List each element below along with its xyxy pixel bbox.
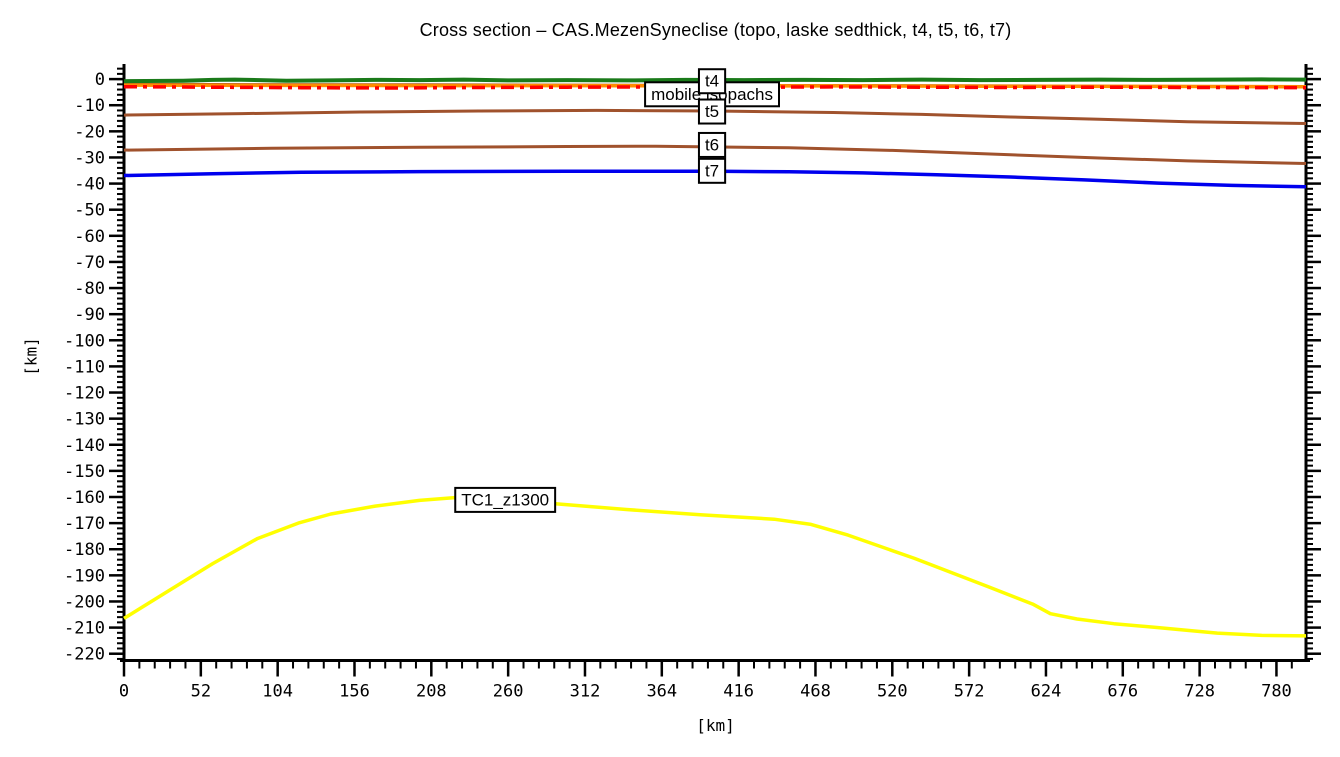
x-tick-label: 364 bbox=[646, 682, 677, 702]
x-tick-label: 312 bbox=[570, 682, 601, 702]
series-mobile-isopachs bbox=[123, 84, 1307, 90]
series-topo bbox=[123, 77, 1307, 84]
curve-label-text: t4 bbox=[705, 72, 719, 91]
x-tick-label: 208 bbox=[416, 682, 447, 702]
y-tick-label: -130 bbox=[64, 410, 105, 430]
y-tick-label: -10 bbox=[74, 96, 105, 116]
y-tick-label: -220 bbox=[64, 645, 105, 665]
curve-label-box bbox=[697, 131, 727, 158]
y-tick-label: -170 bbox=[64, 514, 105, 534]
x-tick-label: 260 bbox=[493, 682, 524, 702]
x-tick-label: 104 bbox=[262, 682, 293, 702]
y-tick-label: -20 bbox=[74, 122, 105, 142]
y-tick-label: -40 bbox=[74, 175, 105, 195]
y-tick-label: -60 bbox=[74, 227, 105, 247]
x-tick-label: 52 bbox=[191, 682, 211, 702]
series-t7 bbox=[123, 169, 1307, 189]
x-tick-label: 156 bbox=[339, 682, 370, 702]
curve-label-box bbox=[697, 68, 727, 95]
x-axis-title: [km] bbox=[696, 716, 735, 735]
y-tick-label: -190 bbox=[64, 566, 105, 586]
curve-label-box bbox=[697, 98, 727, 125]
series-t5 bbox=[123, 108, 1307, 125]
curve-label-text: t6 bbox=[705, 135, 719, 154]
curve-label-text: TC1_z1300 bbox=[461, 490, 549, 509]
curve-label-tc1-z1300: TC1_z1300 bbox=[454, 486, 557, 513]
curve-label-t7: t7 bbox=[697, 157, 727, 184]
y-tick-label: -160 bbox=[64, 488, 105, 508]
x-axis: 0 52 104 156 208 260 312 364 416 468 520 572 624 676 7… bbox=[119, 660, 1293, 702]
x-tick-label: 468 bbox=[800, 682, 831, 702]
y-tick-label: -50 bbox=[74, 201, 105, 221]
curve-label-text: t7 bbox=[705, 161, 719, 180]
y-tick-label: -210 bbox=[64, 619, 105, 639]
series-tc1-z1300 bbox=[123, 495, 1307, 638]
y-tick-label: -140 bbox=[64, 436, 105, 456]
y-tick-label: -200 bbox=[64, 592, 105, 612]
y-tick-label: -150 bbox=[64, 462, 105, 482]
x-tick-label: 416 bbox=[723, 682, 754, 702]
x-tick-label: 780 bbox=[1261, 682, 1292, 702]
y-tick-label: -180 bbox=[64, 540, 105, 560]
x-tick-label: 572 bbox=[954, 682, 985, 702]
curve-label-t4: t4 bbox=[697, 68, 727, 95]
y-tick-label: -30 bbox=[74, 148, 105, 168]
curve-label-box bbox=[454, 486, 557, 513]
curve-label-box bbox=[697, 157, 727, 184]
curve-label-text: t5 bbox=[705, 102, 719, 121]
x-tick-label: 728 bbox=[1184, 682, 1215, 702]
y-tick-label: 0 bbox=[95, 70, 105, 90]
curve-label-t6: t6 bbox=[697, 131, 727, 158]
chart-title: Cross section – CAS.MezenSyneclise (topo… bbox=[419, 20, 1012, 40]
curve-label-text: mobile isopachs bbox=[651, 85, 773, 104]
y-tick-label: -80 bbox=[74, 279, 105, 299]
y-tick-label: -70 bbox=[74, 253, 105, 273]
x-tick-label: 0 bbox=[119, 682, 129, 702]
curve-label-t5: t5 bbox=[697, 98, 727, 125]
x-tick-label: 676 bbox=[1107, 682, 1138, 702]
y-tick-label: -90 bbox=[74, 305, 105, 325]
series-t6 bbox=[123, 144, 1307, 165]
y-tick-label: -110 bbox=[64, 357, 105, 377]
x-tick-label: 624 bbox=[1031, 682, 1062, 702]
y-axis: 0 -10 -20 -30 -40 -50 -60 -70 -80 -90 -100 -110 -120… bbox=[64, 67, 1321, 665]
x-tick-label: 520 bbox=[877, 682, 908, 702]
y-tick-label: -100 bbox=[64, 331, 105, 351]
y-axis-title: [km] bbox=[21, 337, 41, 376]
y-tick-label: -120 bbox=[64, 384, 105, 404]
